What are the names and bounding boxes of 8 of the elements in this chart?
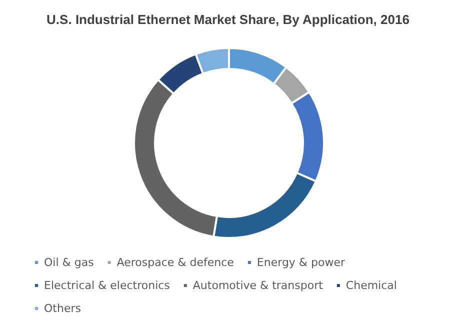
legend-label: Aerospace & defence [116,256,234,269]
legend-label: Automotive & transport [192,279,324,292]
legend-label: Oil & gas [44,256,94,269]
legend-label: Others [44,302,82,315]
legend-label: Chemical [346,279,397,292]
legend-label: Energy & power [256,256,346,269]
chart-title: U.S. Industrial Ethernet Market Share, By Application, 2016 [46,12,410,27]
legend-label: Electrical & electronics [44,279,170,292]
